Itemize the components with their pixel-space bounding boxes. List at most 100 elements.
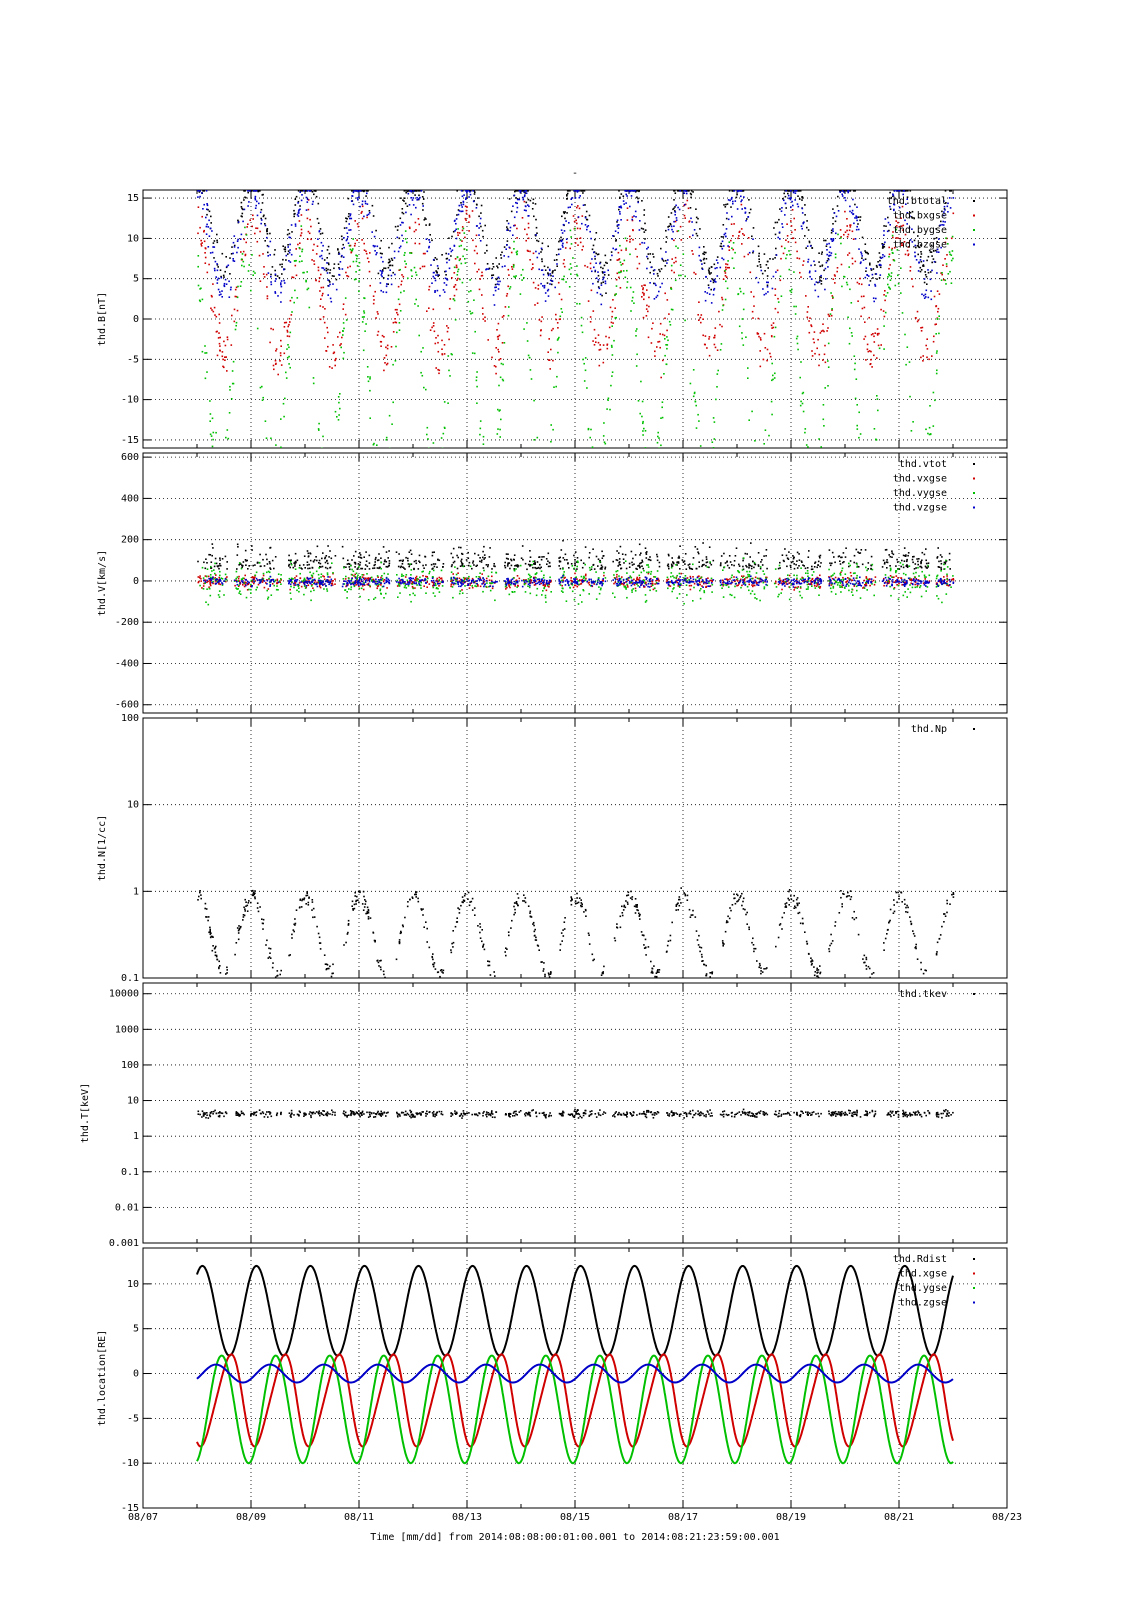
data-point xyxy=(646,289,648,291)
data-point xyxy=(365,577,367,580)
data-point xyxy=(925,559,927,562)
data-point xyxy=(465,212,468,215)
data-point xyxy=(898,190,901,192)
data-point xyxy=(827,327,829,329)
data-point xyxy=(376,252,378,254)
data-point xyxy=(212,431,215,434)
data-point xyxy=(622,200,625,202)
data-point xyxy=(356,223,359,225)
data-point xyxy=(388,447,391,448)
data-point xyxy=(495,278,498,281)
data-point xyxy=(211,251,214,254)
data-point xyxy=(400,280,403,283)
data-point xyxy=(325,555,328,557)
data-point xyxy=(805,295,807,297)
data-point xyxy=(629,235,631,238)
data-point xyxy=(362,349,365,352)
data-point xyxy=(443,426,446,429)
data-point xyxy=(476,402,478,404)
data-point xyxy=(909,190,912,192)
data-point xyxy=(476,225,478,227)
data-point xyxy=(447,327,450,329)
data-point xyxy=(312,249,314,251)
data-point xyxy=(665,236,668,238)
data-point xyxy=(818,252,820,254)
data-point xyxy=(569,229,572,232)
data-point xyxy=(472,560,475,562)
data-point xyxy=(936,251,938,253)
data-point xyxy=(575,219,577,222)
data-point xyxy=(426,426,429,429)
data-point xyxy=(446,325,448,327)
data-point xyxy=(629,205,631,208)
data-point xyxy=(318,429,320,431)
data-point xyxy=(647,558,650,561)
data-point xyxy=(615,248,618,250)
series-points-thd-btotal xyxy=(198,190,952,297)
data-point xyxy=(935,305,937,308)
data-point xyxy=(586,226,588,228)
data-point xyxy=(326,257,328,259)
data-point xyxy=(818,281,821,283)
data-point xyxy=(710,563,713,566)
data-point xyxy=(484,224,486,227)
data-point xyxy=(812,338,815,340)
data-point xyxy=(733,223,735,225)
data-point xyxy=(576,585,579,588)
data-point xyxy=(308,306,311,309)
data-point xyxy=(584,224,587,226)
data-point xyxy=(587,300,590,302)
data-point xyxy=(875,273,878,275)
data-point xyxy=(628,562,631,565)
data-point xyxy=(889,565,891,567)
data-point xyxy=(933,295,936,298)
data-point xyxy=(405,211,407,214)
data-point xyxy=(334,555,337,557)
data-point xyxy=(429,329,432,331)
data-point xyxy=(576,302,578,305)
data-point xyxy=(879,256,882,259)
data-point xyxy=(759,337,762,339)
data-point xyxy=(649,282,651,284)
data-point xyxy=(861,563,864,566)
data-point xyxy=(407,277,409,280)
data-point xyxy=(679,225,682,228)
data-point xyxy=(537,566,540,569)
data-point xyxy=(497,288,500,290)
data-point xyxy=(695,427,698,429)
data-point xyxy=(324,308,326,310)
data-point xyxy=(421,202,424,205)
data-point xyxy=(867,253,869,255)
data-point xyxy=(208,219,210,222)
data-point xyxy=(566,559,568,561)
data-point xyxy=(751,310,754,313)
data-point xyxy=(802,260,805,262)
data-point xyxy=(613,235,615,237)
data-point xyxy=(346,238,348,241)
data-point xyxy=(798,190,801,192)
data-point xyxy=(817,338,819,341)
data-point xyxy=(923,294,925,297)
data-point xyxy=(657,275,659,277)
data-point xyxy=(270,281,272,283)
data-point xyxy=(292,566,295,569)
data-point xyxy=(664,354,666,357)
data-point xyxy=(385,363,388,366)
data-point xyxy=(619,564,622,566)
data-point xyxy=(293,213,295,215)
data-point xyxy=(461,281,464,284)
data-point xyxy=(306,217,309,220)
data-point xyxy=(292,276,295,279)
data-point xyxy=(283,415,285,418)
data-point xyxy=(586,228,588,231)
data-point xyxy=(661,333,664,336)
data-point xyxy=(748,565,750,567)
data-point xyxy=(916,320,919,323)
data-point xyxy=(581,579,583,581)
data-point xyxy=(654,350,656,353)
data-point xyxy=(766,286,769,288)
data-point xyxy=(356,255,359,257)
y-tick-label: 0 xyxy=(133,314,139,325)
data-point xyxy=(535,234,537,236)
data-point xyxy=(237,285,239,288)
